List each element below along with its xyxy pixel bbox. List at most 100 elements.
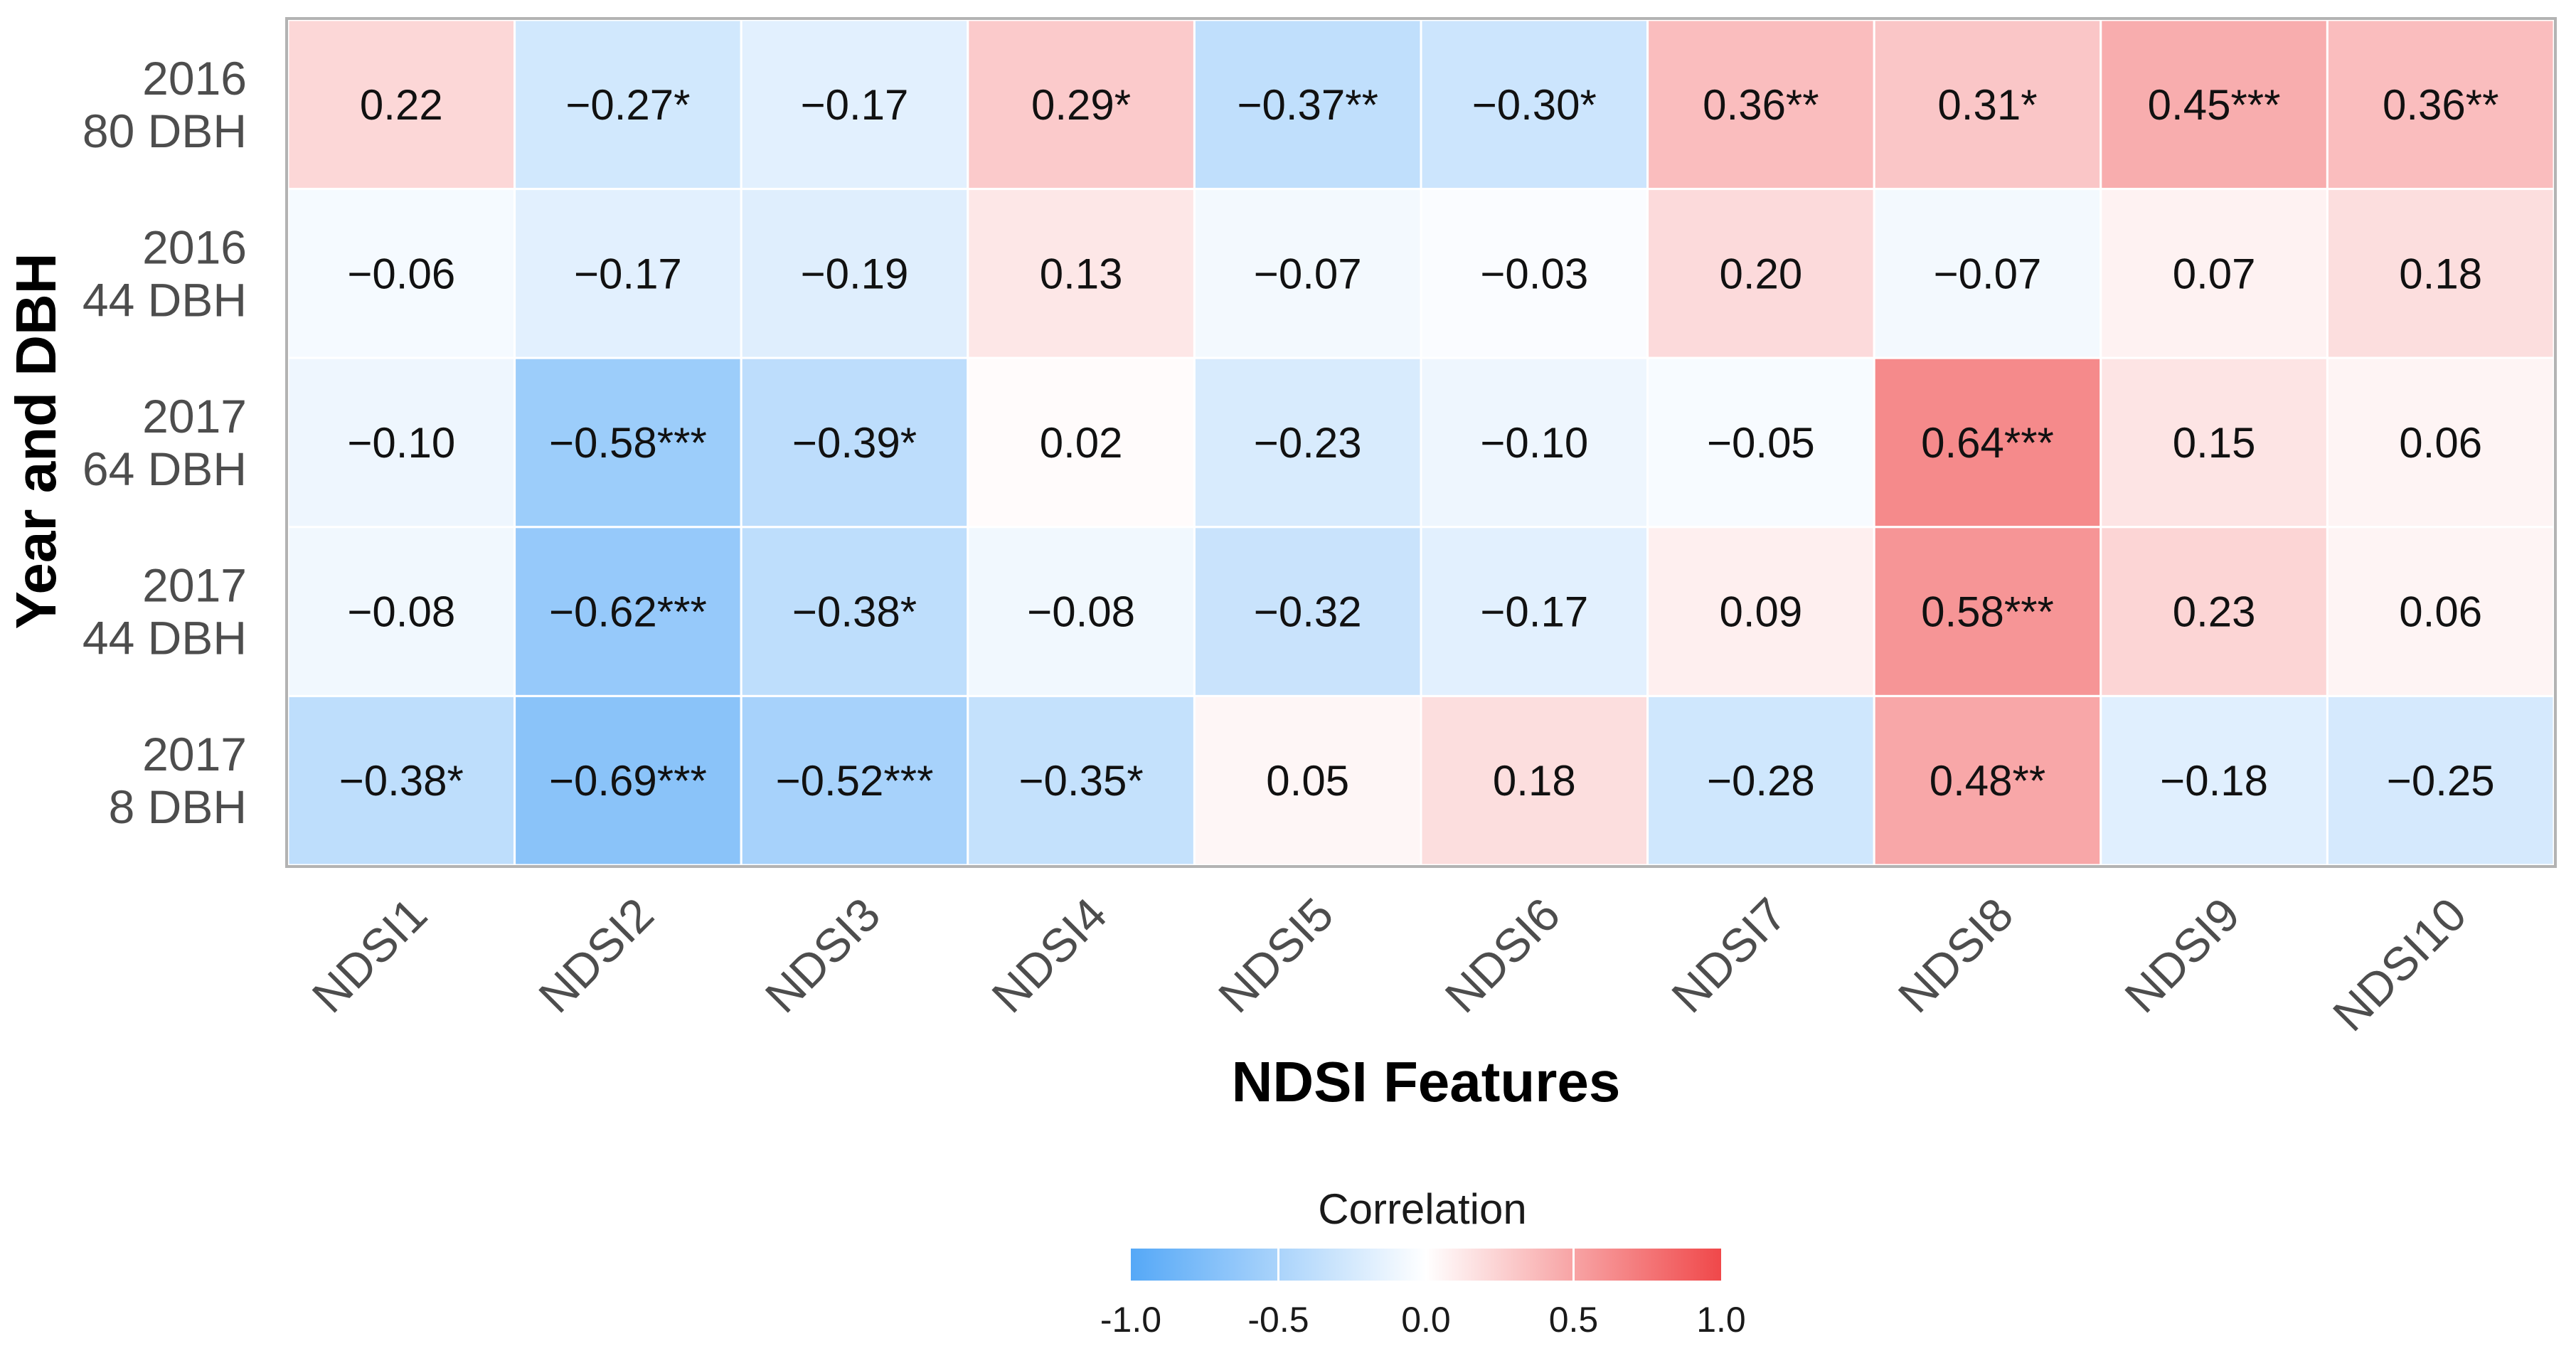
panel-border: [285, 17, 2557, 868]
legend-title: Correlation: [1318, 1185, 1526, 1233]
cell-value-label: −0.38*: [339, 757, 464, 805]
heatmap-cell-r1-c4: [967, 18, 1196, 191]
cell-value-label: −0.27*: [565, 81, 690, 129]
cell-value-label: 0.58***: [1921, 588, 2054, 636]
heatmap-cell-r3-c1: [287, 356, 516, 529]
legend-tick-label: 0.0: [1401, 1300, 1451, 1340]
y-tick-year: 2016: [142, 221, 247, 273]
cell-value-label: 0.29*: [1031, 81, 1131, 129]
heatmap-cell-r4-c5: [1193, 526, 1422, 697]
y-tick-dbh: 8 DBH: [109, 780, 247, 833]
cell-value-label: 0.09: [1720, 588, 1803, 636]
cell-value-label: 0.36**: [2383, 81, 2498, 129]
x-axis-tick-labels: NDSI1 NDSI2 NDSI3 NDSI4 NDSI5 NDSI6 NDSI7 NDSI8…: [302, 888, 2476, 1042]
x-tick-label: NDSI4: [981, 888, 1117, 1023]
cell-value-label: −0.23: [1254, 419, 1362, 467]
cell-value-label: −0.08: [1027, 588, 1135, 636]
y-tick-year: 2017: [142, 559, 247, 612]
cell-value-label: −0.08: [347, 588, 455, 636]
cell-value-label: −0.39*: [792, 419, 917, 467]
y-tick-label: 2017 8 DBH: [109, 728, 247, 833]
x-tick-label: NDSI6: [1435, 888, 1570, 1023]
heatmap-cell-r2-c4: [967, 188, 1196, 359]
heatmap-cell-r3-c9: [2099, 356, 2328, 529]
heatmap-cell-r5-c3: [740, 694, 969, 867]
x-tick-label: NDSI5: [1208, 888, 1343, 1023]
cell-value-label: −0.38*: [792, 588, 917, 636]
color-legend: Correlation -1.0 -0.5 0.0 0.5 1.0: [1100, 1185, 1746, 1340]
x-tick-label: NDSI1: [302, 888, 437, 1023]
x-tick-label: NDSI10: [2323, 888, 2476, 1042]
y-tick-dbh: 44 DBH: [83, 612, 247, 664]
heatmap-cell-r4-c8: [1873, 526, 2102, 697]
cell-value-label: 0.15: [2173, 419, 2256, 467]
cell-value-label: −0.05: [1707, 419, 1815, 467]
cell-value-label: −0.25: [2387, 757, 2495, 805]
heatmap-cell-r1-c8: [1873, 18, 2102, 191]
heatmap-cell-r5-c2: [513, 694, 743, 867]
cell-value-label: −0.28: [1707, 757, 1815, 805]
cell-value-label: −0.03: [1480, 250, 1588, 297]
heatmap-cell-r5-c5: [1193, 694, 1422, 867]
cell-value-label: −0.58***: [549, 419, 707, 467]
legend-tick-label: -1.0: [1100, 1300, 1161, 1340]
x-axis-title: NDSI Features: [1232, 1050, 1621, 1113]
cell-value-label: −0.62***: [549, 588, 707, 636]
heatmap-cell-r2-c3: [740, 188, 969, 359]
cell-value-label: −0.69***: [549, 757, 707, 805]
y-tick-label: 2017 64 DBH: [83, 390, 247, 495]
legend-tick-label: -0.5: [1247, 1300, 1309, 1340]
heatmap-cell-r4-c7: [1646, 526, 1875, 697]
cell-value-label: 0.07: [2173, 250, 2256, 297]
cell-value-label: −0.06: [347, 250, 455, 297]
cell-value-label: −0.52***: [776, 757, 934, 805]
heatmap-cell-r3-c7: [1646, 356, 1875, 529]
y-axis-title: Year and DBH: [4, 253, 68, 629]
cell-labels: 0.22 −0.27* −0.17 0.29* −0.37** −0.30* 0.36** 0…: [339, 81, 2499, 805]
x-tick-label: NDSI2: [528, 888, 664, 1023]
cell-value-label: 0.18: [2399, 250, 2482, 297]
heatmap-cell-r5-c9: [2099, 694, 2328, 867]
heatmap-cell-r5-c7: [1646, 694, 1875, 867]
cell-value-label: −0.17: [801, 81, 909, 129]
cell-value-label: 0.45***: [2148, 81, 2281, 129]
y-tick-label: 2016 80 DBH: [83, 52, 247, 157]
x-tick-label: NDSI7: [1661, 888, 1797, 1023]
cell-value-label: 0.64***: [1921, 419, 2054, 467]
cell-value-label: 0.31*: [1937, 81, 2037, 129]
x-tick-label: NDSI9: [2114, 888, 2250, 1023]
heatmap-cell-r3-c5: [1193, 356, 1422, 529]
heatmap-cell-r2-c6: [1420, 188, 1649, 359]
y-tick-label: 2017 44 DBH: [83, 559, 247, 664]
legend-tick-label: 0.5: [1549, 1300, 1599, 1340]
heatmap-cell-r2-c7: [1646, 188, 1875, 359]
cell-value-label: 0.05: [1266, 757, 1349, 805]
heatmap-cell-r2-c9: [2099, 188, 2328, 359]
cell-value-label: 0.36**: [1703, 81, 1819, 129]
heatmap-cell-r3-c8: [1873, 356, 2102, 529]
heatmap-cell-r3-c2: [513, 356, 743, 529]
y-tick-year: 2016: [142, 52, 247, 105]
cell-value-label: −0.17: [574, 250, 682, 297]
heatmap-cell-r4-c1: [287, 526, 516, 697]
heatmap-cell-r4-c6: [1420, 526, 1649, 697]
heatmap-cells: [287, 18, 2555, 867]
cell-value-label: 0.13: [1040, 250, 1123, 297]
y-tick-year: 2017: [142, 728, 247, 780]
cell-value-label: −0.32: [1254, 588, 1362, 636]
cell-value-label: 0.02: [1040, 419, 1123, 467]
heatmap-cell-r3-c3: [740, 356, 969, 529]
heatmap-cell-r1-c2: [513, 18, 743, 191]
heatmap-cell-r1-c1: [287, 18, 516, 191]
y-tick-dbh: 80 DBH: [83, 105, 247, 157]
heatmap-cell-r2-c2: [513, 188, 743, 359]
heatmap-cell-r5-c6: [1420, 694, 1649, 867]
y-tick-label: 2016 44 DBH: [83, 221, 247, 326]
x-tick-label: NDSI3: [755, 888, 890, 1023]
heatmap-cell-r4-c10: [2326, 526, 2555, 697]
heatmap-cell-r5-c10: [2326, 694, 2555, 867]
cell-value-label: −0.10: [347, 419, 455, 467]
cell-value-label: 0.20: [1720, 250, 1803, 297]
y-tick-dbh: 44 DBH: [83, 273, 247, 326]
